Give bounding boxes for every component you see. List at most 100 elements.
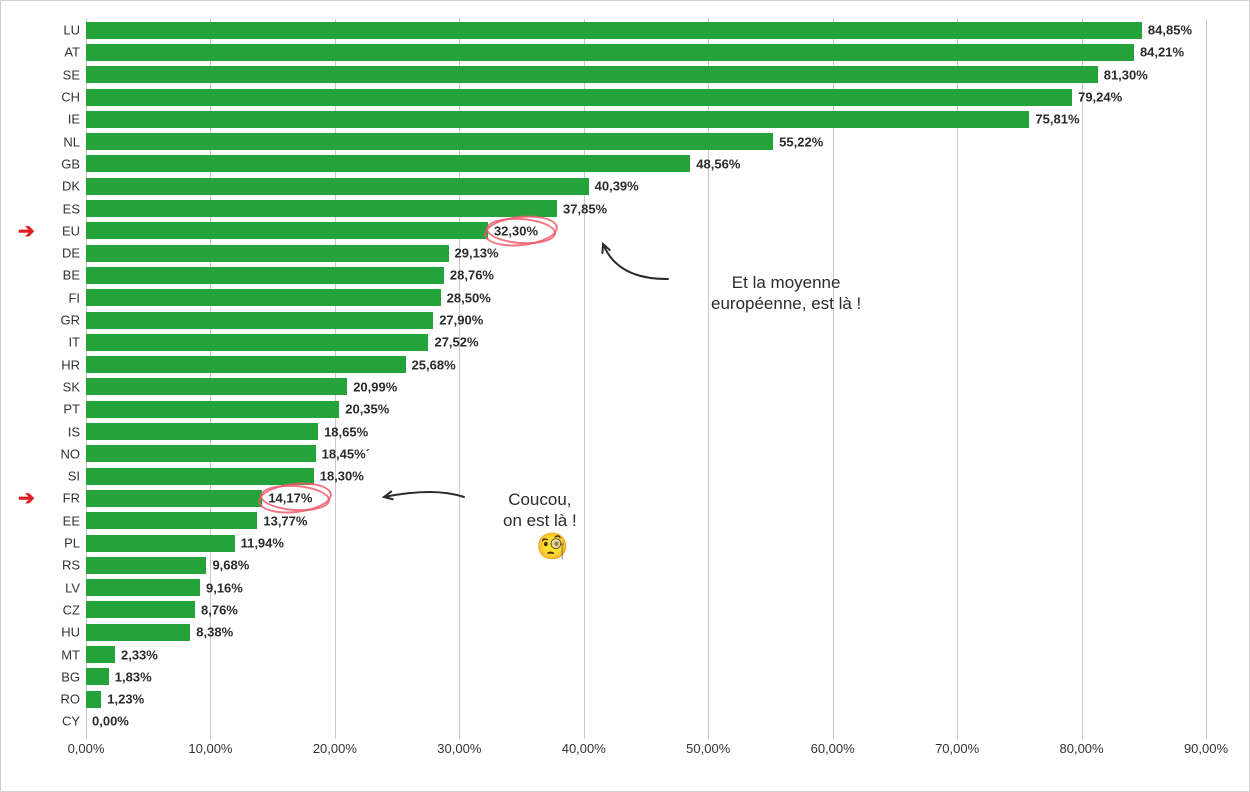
bar <box>86 133 773 150</box>
y-axis-label: AT <box>64 45 86 60</box>
y-axis-label: RO <box>61 692 87 707</box>
bar <box>86 423 318 440</box>
bar <box>86 646 115 663</box>
x-tick-label: 60,00% <box>811 741 855 756</box>
bar-row: LV9,16% <box>86 577 1206 599</box>
bar-value-label: 40,39% <box>595 179 639 194</box>
bar <box>86 356 406 373</box>
x-tick-label: 70,00% <box>935 741 979 756</box>
bar-row: NO18,45%´ <box>86 443 1206 465</box>
y-axis-label: CH <box>61 90 86 105</box>
bar-value-label: 9,16% <box>206 580 243 595</box>
bar-row: GR27,90% <box>86 309 1206 331</box>
bar-row: RO1,23% <box>86 688 1206 710</box>
bar-row: FR14,17% <box>86 487 1206 509</box>
bar <box>86 111 1029 128</box>
bar <box>86 245 449 262</box>
bar-value-label: 29,13% <box>455 246 499 261</box>
bar-value-label: 28,50% <box>447 290 491 305</box>
bar <box>86 468 314 485</box>
bar-value-label: 79,24% <box>1078 90 1122 105</box>
bar <box>86 668 109 685</box>
bar-value-label: 25,68% <box>412 357 456 372</box>
bar <box>86 200 557 217</box>
y-axis-label: IE <box>68 112 86 127</box>
bar <box>86 267 444 284</box>
bar <box>86 66 1098 83</box>
bar-value-label: 0,00% <box>92 714 129 729</box>
y-axis-label: NO <box>61 446 87 461</box>
bar-value-label: 27,52% <box>434 335 478 350</box>
y-axis-label: LU <box>63 23 86 38</box>
bar <box>86 155 690 172</box>
bar-row: AT84,21% <box>86 41 1206 63</box>
bar-row: MT2,33% <box>86 643 1206 665</box>
y-axis-label: HR <box>61 357 86 372</box>
bar-value-label: 20,99% <box>353 379 397 394</box>
bar <box>86 178 589 195</box>
bar-row: FI28,50% <box>86 287 1206 309</box>
bar <box>86 624 190 641</box>
bar-row: IT27,52% <box>86 331 1206 353</box>
bar-row: DK40,39% <box>86 175 1206 197</box>
y-axis-label: DE <box>62 246 86 261</box>
bar-row: HR25,68% <box>86 354 1206 376</box>
y-axis-label: ES <box>63 201 86 216</box>
bar-value-label: 14,17% <box>268 491 312 506</box>
plot-area: 0,00%10,00%20,00%30,00%40,00%50,00%60,00… <box>86 19 1206 733</box>
bar <box>86 334 428 351</box>
bar-value-label: 48,56% <box>696 156 740 171</box>
y-axis-label: IS <box>68 424 86 439</box>
y-axis-label: HU <box>61 625 86 640</box>
bar <box>86 557 206 574</box>
bar <box>86 601 195 618</box>
bar <box>86 378 347 395</box>
bar-value-label: 81,30% <box>1104 67 1148 82</box>
y-axis-label: NL <box>63 134 86 149</box>
bar-value-label: 84,85% <box>1148 23 1192 38</box>
bar-row: GB48,56% <box>86 153 1206 175</box>
bar-row: CY0,00% <box>86 710 1206 732</box>
y-axis-label: IT <box>68 335 86 350</box>
y-axis-label: LV <box>65 580 86 595</box>
bar <box>86 445 316 462</box>
x-tick-label: 40,00% <box>562 741 606 756</box>
bar <box>86 222 488 239</box>
bar-row: ES37,85% <box>86 197 1206 219</box>
bar-value-label: 37,85% <box>563 201 607 216</box>
y-axis-label: PL <box>64 536 86 551</box>
bar-value-label: 28,76% <box>450 268 494 283</box>
bar <box>86 401 339 418</box>
y-axis-label: EE <box>63 513 86 528</box>
bar-value-label: 20,35% <box>345 402 389 417</box>
y-axis-label: CZ <box>63 602 86 617</box>
bar-value-label: 75,81% <box>1035 112 1079 127</box>
bar-value-label: 2,33% <box>121 647 158 662</box>
y-axis-label: DK <box>62 179 86 194</box>
x-tick-label: 10,00% <box>188 741 232 756</box>
bar <box>86 512 257 529</box>
y-axis-label: SI <box>68 469 86 484</box>
bar-row: IS18,65% <box>86 420 1206 442</box>
y-axis-label: SE <box>63 67 86 82</box>
bar-value-label: 1,23% <box>107 692 144 707</box>
bar-value-label: 11,94% <box>241 536 284 551</box>
y-axis-label: EU <box>62 223 86 238</box>
bar <box>86 691 101 708</box>
highlight-arrow-icon: ➔ <box>18 486 35 511</box>
bar <box>86 22 1142 39</box>
bar-value-label: 13,77% <box>263 513 307 528</box>
x-tick-label: 0,00% <box>68 741 105 756</box>
bar-row: LU84,85% <box>86 19 1206 41</box>
y-axis-label: CY <box>62 714 86 729</box>
bar-row: EU32,30% <box>86 220 1206 242</box>
bar-value-label: 18,65% <box>324 424 368 439</box>
bar <box>86 579 200 596</box>
bar <box>86 289 441 306</box>
bar-row: PL11,94% <box>86 532 1206 554</box>
bar-value-label: 9,68% <box>212 558 249 573</box>
bar-value-label: 32,30% <box>494 223 538 238</box>
highlight-arrow-icon: ➔ <box>18 218 35 243</box>
x-tick-label: 90,00% <box>1184 741 1228 756</box>
x-tick-label: 30,00% <box>437 741 481 756</box>
